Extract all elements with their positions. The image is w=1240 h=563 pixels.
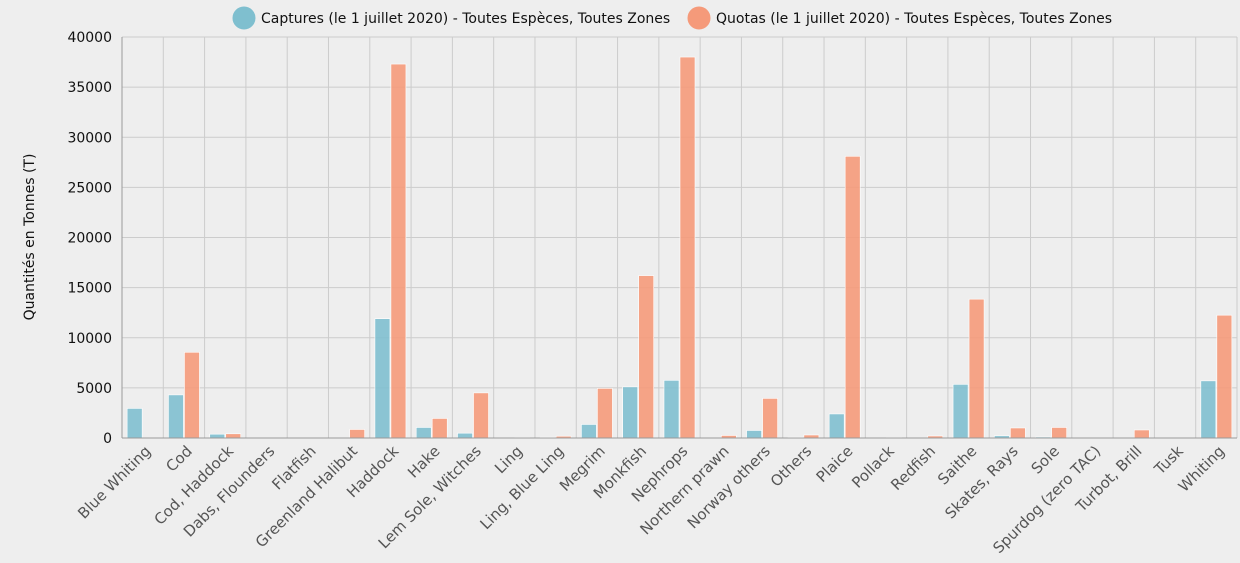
y-tick-label: 40000 [67,30,112,46]
bar-quotas-1[interactable] [184,351,200,439]
y-tick-label: 15000 [67,281,112,297]
bar-captures-1[interactable] [168,394,184,439]
bars-group [126,56,1233,439]
bar-captures-0[interactable] [126,408,143,439]
bar-quotas-17[interactable] [844,155,861,439]
bar-captures-8[interactable] [457,432,473,439]
bar-quotas-11[interactable] [597,388,613,439]
legend-swatch [687,6,711,30]
y-tick-label: 5000 [76,381,112,397]
bar-captures-13[interactable] [663,380,680,439]
bar-captures-7[interactable] [415,427,432,439]
bar-quotas-15[interactable] [762,398,778,439]
grid-lines [122,36,1238,439]
bar-quotas-24[interactable] [1133,429,1150,439]
legend-label: Captures (le 1 juillet 2020) - Toutes Es… [261,11,670,27]
bar-quotas-26[interactable] [1216,314,1233,439]
bar-captures-11[interactable] [581,424,597,439]
y-tick-labels: 0 5000 10000 15000 20000 25000 30000 35000 40000 [67,30,112,447]
bar-quotas-8[interactable] [473,392,489,439]
x-tick-label: Skates, Rays [941,442,1021,522]
x-tick-label: Redfish [887,442,939,494]
bar-captures-15[interactable] [746,430,762,439]
bar-captures-2[interactable] [209,433,226,439]
y-tick-label: 25000 [67,180,112,196]
y-tick-label: 35000 [67,80,112,96]
bar-captures-12[interactable] [622,386,639,439]
y-tick-label: 10000 [67,331,112,347]
legend-item-quotas[interactable]: Quotas (le 1 juillet 2020) - Toutes Espè… [687,6,1112,30]
bar-quotas-6[interactable] [390,63,407,439]
bar-quotas-22[interactable] [1051,427,1067,439]
bar-quotas-5[interactable] [349,429,365,439]
x-tick-label: Sole [1028,442,1063,477]
axes [121,37,1237,439]
x-tick-label: Others [767,442,816,491]
bar-quotas-13[interactable] [679,56,696,439]
bar-quotas-20[interactable] [968,298,985,439]
y-tick-label: 20000 [67,231,112,247]
x-tick-label: Whiting [1175,442,1228,495]
y-axis-title: Quantités en Tonnes (T) [22,154,38,321]
x-tick-label: Cod [162,442,195,475]
bar-quotas-7[interactable] [431,418,448,439]
x-tick-label: Ling [491,442,526,477]
bar-captures-26[interactable] [1200,380,1217,439]
legend[interactable]: Captures (le 1 juillet 2020) - Toutes Es… [232,6,1112,30]
bar-captures-20[interactable] [952,384,969,439]
x-tick-label: Tusk [1150,442,1187,479]
bar-captures-17[interactable] [828,413,845,439]
y-tick-label: 30000 [67,130,112,146]
y-tick-label: 0 [103,431,112,447]
legend-item-captures[interactable]: Captures (le 1 juillet 2020) - Toutes Es… [232,6,670,30]
bar-quotas-2[interactable] [225,433,242,439]
bar-quotas-21[interactable] [1010,427,1026,439]
x-tick-label: Blue Whiting [74,442,154,522]
legend-label: Quotas (le 1 juillet 2020) - Toutes Espè… [716,11,1112,27]
bar-quotas-12[interactable] [638,275,655,439]
bar-captures-6[interactable] [374,318,391,439]
legend-swatch [232,6,256,30]
